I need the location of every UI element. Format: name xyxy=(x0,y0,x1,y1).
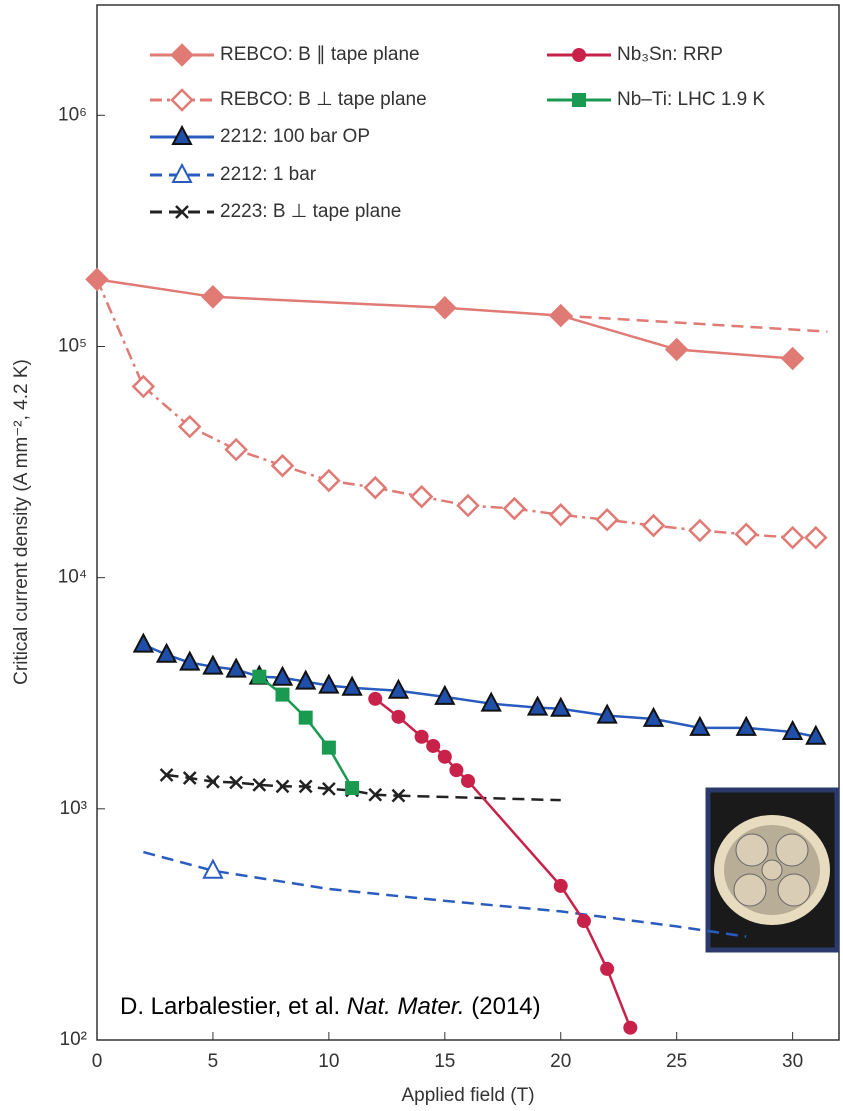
marker xyxy=(597,510,617,530)
marker xyxy=(736,524,756,544)
marker xyxy=(226,440,246,460)
marker xyxy=(368,692,382,706)
marker xyxy=(667,340,687,360)
marker xyxy=(172,45,192,65)
y-tick-label: 10⁶ xyxy=(58,104,87,125)
marker xyxy=(87,269,107,289)
marker xyxy=(572,48,586,62)
marker xyxy=(426,739,440,753)
marker xyxy=(600,962,614,976)
series-line xyxy=(97,279,143,386)
marker xyxy=(554,879,568,893)
x-tick-label: 25 xyxy=(666,1051,687,1072)
series-line xyxy=(398,796,560,801)
series-line xyxy=(143,645,815,737)
marker xyxy=(737,718,755,735)
marker xyxy=(299,711,313,725)
marker xyxy=(551,505,571,525)
marker xyxy=(644,516,664,536)
legend-label: REBCO: B ∥ tape plane xyxy=(220,44,420,65)
x-tick-label: 5 xyxy=(208,1051,219,1072)
legend-label: 2212: 100 bar OP xyxy=(220,126,370,147)
marker xyxy=(322,741,336,755)
y-tick-label: 10² xyxy=(60,1029,87,1050)
marker xyxy=(365,478,385,498)
inset-photo xyxy=(708,790,837,950)
y-tick-label: 10⁴ xyxy=(58,567,87,588)
marker xyxy=(577,914,591,928)
marker xyxy=(134,635,152,652)
citation: D. Larbalestier, et al. Nat. Mater. (201… xyxy=(120,993,541,1020)
marker xyxy=(572,93,586,107)
x-tick-label: 15 xyxy=(434,1051,455,1072)
citation-year: (2014) xyxy=(465,993,541,1020)
marker xyxy=(391,710,405,724)
marker xyxy=(412,487,432,507)
marker xyxy=(551,306,571,326)
legend-label: 2212: 1 bar xyxy=(220,164,317,185)
marker xyxy=(504,499,524,519)
marker xyxy=(438,750,452,764)
marker xyxy=(461,774,475,788)
series-line xyxy=(375,699,630,1028)
marker xyxy=(449,763,463,777)
marker xyxy=(203,287,223,307)
x-tick-label: 20 xyxy=(550,1051,571,1072)
legend-label: Nb–Ti: LHC 1.9 K xyxy=(617,89,766,110)
series-line xyxy=(561,316,828,332)
marker xyxy=(783,528,803,548)
legend: REBCO: B ∥ tape plane REBCO: B ⊥ tape pla… xyxy=(150,44,766,222)
marker xyxy=(806,528,826,548)
marker xyxy=(276,688,290,702)
x-tick-label: 10 xyxy=(318,1051,339,1072)
marker xyxy=(458,496,478,516)
x-axis-label: Applied field (T) xyxy=(401,1085,534,1106)
marker xyxy=(435,298,455,318)
marker xyxy=(690,520,710,540)
legend-label: Nb₃Sn: RRP xyxy=(617,44,723,65)
marker xyxy=(623,1021,637,1035)
series-line xyxy=(143,387,815,538)
legend-label: REBCO: B ⊥ tape plane xyxy=(220,89,427,110)
y-tick-label: 10³ xyxy=(60,798,87,819)
citation-journal: Nat. Mater. xyxy=(347,993,465,1020)
chart: Critical current density (A mm⁻², 4.2 K)… xyxy=(0,0,843,1111)
marker xyxy=(319,471,339,491)
marker xyxy=(172,90,192,110)
x-tick-label: 30 xyxy=(782,1051,803,1072)
marker xyxy=(415,730,429,744)
citation-authors: D. Larbalestier, et al. xyxy=(120,993,347,1020)
series-line xyxy=(143,852,746,937)
x-tick-label: 0 xyxy=(92,1051,103,1072)
page: Critical current density (A mm⁻², 4.2 K)… xyxy=(0,0,843,1111)
y-tick-label: 10⁵ xyxy=(58,335,87,356)
legend-label: 2223: B ⊥ tape plane xyxy=(220,201,401,222)
marker xyxy=(252,670,266,684)
marker xyxy=(345,781,359,795)
marker xyxy=(783,349,803,369)
y-axis-label: Critical current density (A mm⁻², 4.2 K) xyxy=(11,359,32,685)
marker xyxy=(273,456,293,476)
